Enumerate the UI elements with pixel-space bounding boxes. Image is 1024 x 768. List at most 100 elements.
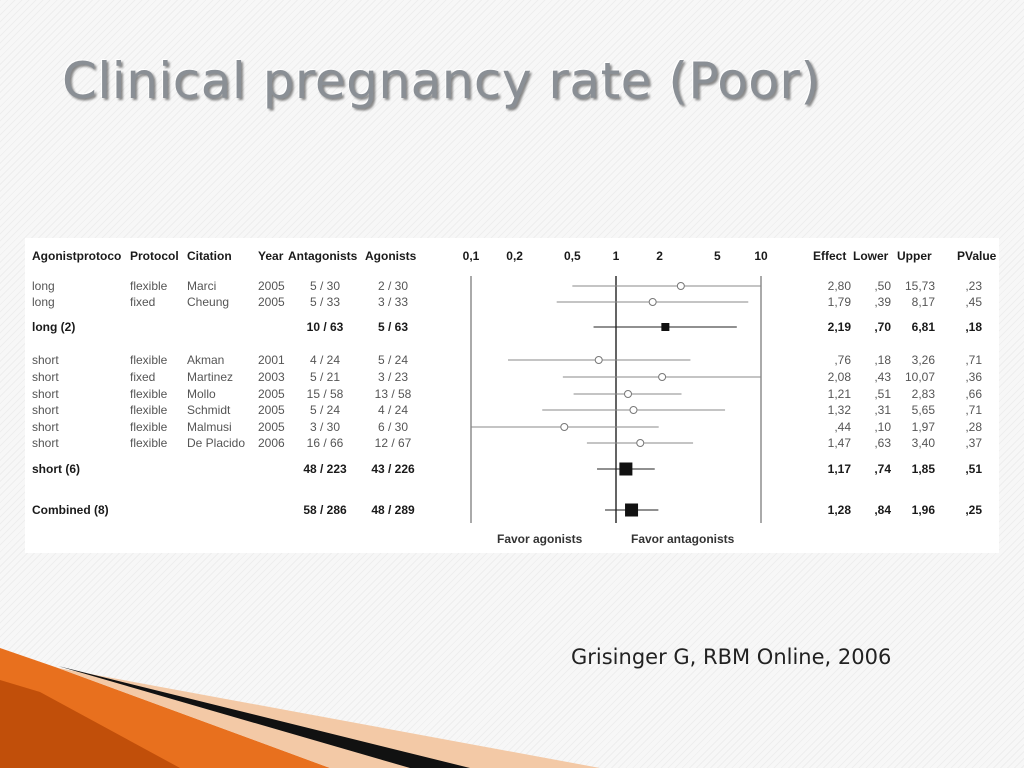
row-p-value: ,66 bbox=[965, 387, 982, 401]
row-lower: ,51 bbox=[874, 387, 891, 401]
row-upper: 1,85 bbox=[912, 462, 936, 476]
row-lower: ,50 bbox=[874, 279, 891, 293]
column-header-lower: Lower bbox=[853, 249, 889, 263]
row-lower: ,43 bbox=[874, 370, 891, 384]
row-effect: 2,19 bbox=[828, 320, 852, 334]
row-agonist-protocol: short (6) bbox=[32, 462, 80, 476]
axis-tick-label: 0,5 bbox=[564, 249, 581, 263]
row-p-value: ,71 bbox=[965, 403, 982, 417]
row-lower: ,70 bbox=[874, 320, 891, 334]
row-effect: ,44 bbox=[834, 420, 851, 434]
row-effect: 2,80 bbox=[828, 279, 852, 293]
axis-tick-label: 10 bbox=[754, 249, 768, 263]
axis-tick-label: 5 bbox=[714, 249, 721, 263]
row-year: 2005 bbox=[258, 279, 285, 293]
effect-point bbox=[658, 373, 667, 381]
row-protocol: flexible bbox=[130, 279, 168, 293]
axis-tick-label: 0,2 bbox=[506, 249, 523, 263]
row-year: 2006 bbox=[258, 436, 285, 450]
row-lower: ,10 bbox=[874, 420, 891, 434]
row-upper: 8,17 bbox=[912, 295, 936, 309]
slide-title: Clinical pregnancy rate (Poor) bbox=[62, 52, 821, 110]
column-header-citation: Citation bbox=[187, 249, 232, 263]
row-agonist-protocol: short bbox=[32, 403, 59, 417]
row-antagonists: 16 / 66 bbox=[307, 436, 344, 450]
row-agonist-protocol: short bbox=[32, 420, 59, 434]
row-agonists: 5 / 24 bbox=[378, 353, 408, 367]
row-upper: 6,81 bbox=[912, 320, 936, 334]
row-citation: Martinez bbox=[187, 370, 233, 384]
column-header-antagonists: Antagonists bbox=[288, 249, 358, 263]
axis-tick-label: 2 bbox=[656, 249, 663, 263]
row-antagonists: 58 / 286 bbox=[303, 503, 347, 517]
effect-point bbox=[648, 298, 657, 306]
favor-left-label: Favor agonists bbox=[497, 532, 583, 546]
row-citation: Malmusi bbox=[187, 420, 232, 434]
row-effect: 1,47 bbox=[828, 436, 852, 450]
axis-tick-label: 1 bbox=[613, 249, 620, 263]
row-antagonists: 48 / 223 bbox=[303, 462, 347, 476]
row-p-value: ,71 bbox=[965, 353, 982, 367]
row-upper: 1,96 bbox=[912, 503, 936, 517]
row-lower: ,84 bbox=[874, 503, 891, 517]
effect-square bbox=[625, 503, 639, 517]
row-agonists: 2 / 30 bbox=[378, 279, 408, 293]
row-agonists: 43 / 226 bbox=[371, 462, 415, 476]
row-protocol: flexible bbox=[130, 436, 168, 450]
row-citation: Akman bbox=[187, 353, 224, 367]
effect-point bbox=[636, 439, 645, 447]
row-citation: Marci bbox=[187, 279, 216, 293]
row-effect: 1,21 bbox=[828, 387, 852, 401]
effect-point bbox=[594, 356, 603, 364]
row-antagonists: 5 / 33 bbox=[310, 295, 340, 309]
row-agonists: 12 / 67 bbox=[375, 436, 412, 450]
row-protocol: fixed bbox=[130, 370, 155, 384]
row-antagonists: 5 / 24 bbox=[310, 403, 340, 417]
column-header-upper: Upper bbox=[897, 249, 932, 263]
favor-right-label: Favor antagonists bbox=[631, 532, 735, 546]
row-p-value: ,23 bbox=[965, 279, 982, 293]
column-header-year: Year bbox=[258, 249, 284, 263]
row-effect: 1,32 bbox=[828, 403, 852, 417]
row-p-value: ,25 bbox=[965, 503, 982, 517]
row-citation: Mollo bbox=[187, 387, 216, 401]
row-p-value: ,18 bbox=[965, 320, 982, 334]
row-agonist-protocol: short bbox=[32, 387, 59, 401]
column-header-agonist-protocol: Agonistprotoco bbox=[32, 249, 121, 263]
row-antagonists: 3 / 30 bbox=[310, 420, 340, 434]
row-agonists: 48 / 289 bbox=[371, 503, 415, 517]
row-effect: 1,79 bbox=[828, 295, 852, 309]
row-year: 2005 bbox=[258, 387, 285, 401]
axis-tick-label: 0,1 bbox=[463, 249, 480, 263]
row-year: 2005 bbox=[258, 403, 285, 417]
row-lower: ,39 bbox=[874, 295, 891, 309]
dark-orange-ribbon-shape bbox=[0, 680, 180, 768]
row-agonists: 6 / 30 bbox=[378, 420, 408, 434]
row-agonist-protocol: short bbox=[32, 370, 59, 384]
row-p-value: ,36 bbox=[965, 370, 982, 384]
row-agonist-protocol: short bbox=[32, 436, 59, 450]
row-upper: 5,65 bbox=[912, 403, 936, 417]
row-agonists: 13 / 58 bbox=[375, 387, 412, 401]
row-agonist-protocol: Combined (8) bbox=[32, 503, 109, 517]
slide-citation: Grisinger G, RBM Online, 2006 bbox=[571, 645, 892, 669]
row-year: 2001 bbox=[258, 353, 285, 367]
row-protocol: flexible bbox=[130, 420, 168, 434]
row-upper: 3,40 bbox=[912, 436, 936, 450]
row-effect: 1,28 bbox=[828, 503, 852, 517]
column-header-agonists: Agonists bbox=[365, 249, 417, 263]
forest-plot: Agonistprotoco Protocol Citation Year Antago… bbox=[32, 249, 997, 546]
row-protocol: flexible bbox=[130, 403, 168, 417]
row-p-value: ,51 bbox=[965, 462, 982, 476]
row-upper: 3,26 bbox=[912, 353, 936, 367]
row-upper: 2,83 bbox=[912, 387, 936, 401]
row-antagonists: 5 / 30 bbox=[310, 279, 340, 293]
column-header-effect: Effect bbox=[813, 249, 846, 263]
row-agonist-protocol: long bbox=[32, 295, 55, 309]
row-agonists: 5 / 63 bbox=[378, 320, 408, 334]
row-effect: 2,08 bbox=[828, 370, 852, 384]
column-header-p-value: PValue bbox=[957, 249, 997, 263]
row-upper: 15,73 bbox=[905, 279, 935, 293]
row-p-value: ,28 bbox=[965, 420, 982, 434]
row-lower: ,74 bbox=[874, 462, 891, 476]
